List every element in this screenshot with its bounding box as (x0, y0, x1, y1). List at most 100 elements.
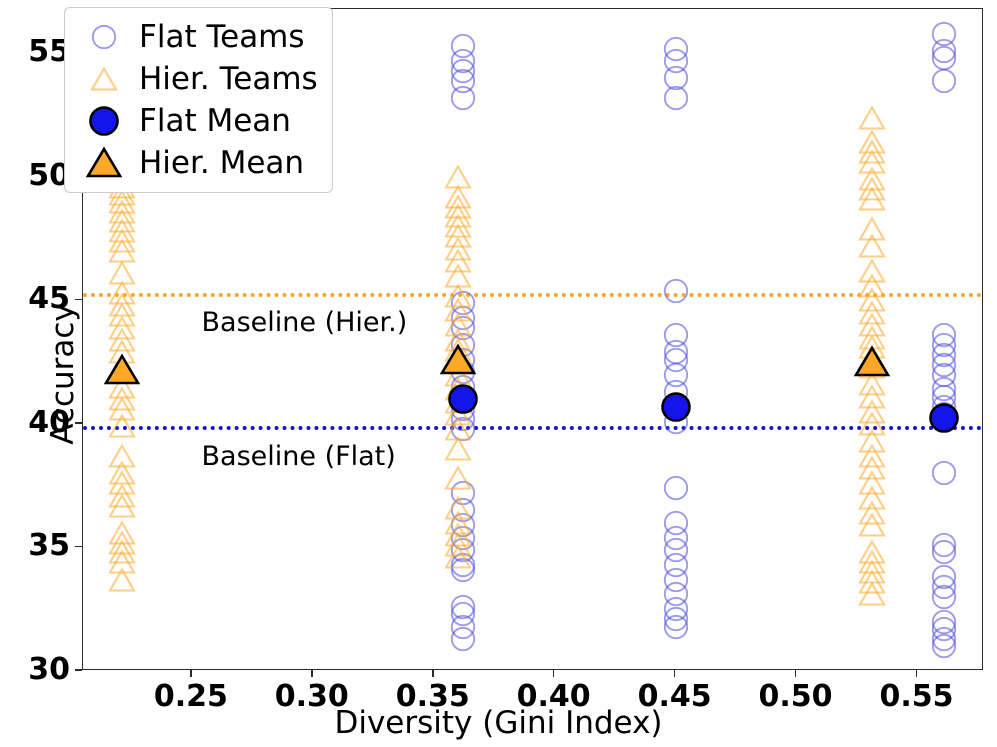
team-marker (931, 68, 957, 94)
team-marker (857, 216, 886, 242)
baseline-annotation: Baseline (Flat) (201, 440, 396, 472)
team-marker (450, 85, 476, 111)
team-marker (663, 606, 689, 632)
legend-item-flat-mean[interactable]: Flat Mean (75, 100, 318, 142)
team-marker (444, 389, 472, 415)
team-marker (444, 297, 472, 323)
team-marker (857, 334, 886, 360)
x-tick-mark (673, 670, 676, 677)
y-tick-label: 55 (28, 34, 70, 70)
team-marker (107, 470, 136, 496)
y-tick-label: 40 (28, 404, 70, 440)
team-marker (931, 574, 957, 600)
x-tick-mark (431, 670, 434, 677)
team-marker (450, 626, 476, 652)
x-tick-label: 0.55 (879, 679, 954, 714)
team-marker (931, 609, 957, 635)
team-marker (450, 480, 476, 506)
team-marker (107, 443, 136, 469)
team-marker (857, 455, 886, 481)
team-marker (857, 176, 886, 202)
team-marker (663, 552, 689, 578)
team-marker (107, 529, 136, 556)
team-marker (663, 581, 689, 607)
team-marker (444, 235, 472, 262)
team-marker (107, 460, 136, 486)
team-marker (663, 347, 689, 373)
team-marker (450, 552, 476, 578)
legend-item-flat-teams[interactable]: Flat Teams (75, 16, 318, 58)
team-marker (450, 525, 476, 551)
legend[interactable]: Flat Teams Hier. Teams Flat Mean Hier. Mean (64, 7, 333, 193)
x-tick-label: 0.40 (516, 679, 591, 714)
team-marker (450, 359, 476, 385)
team-marker (450, 594, 476, 620)
legend-marker-icon (75, 146, 133, 180)
team-marker (450, 315, 476, 341)
y-tick-label: 45 (28, 281, 70, 317)
team-marker (444, 312, 472, 338)
team-marker (107, 374, 136, 400)
team-marker (857, 549, 886, 575)
team-marker (444, 193, 472, 220)
legend-label: Flat Teams (139, 19, 305, 55)
team-marker (931, 532, 957, 558)
x-tick-label: 0.25 (153, 679, 228, 714)
team-marker (857, 312, 886, 338)
legend-item-hier-teams[interactable]: Hier. Teams (75, 58, 318, 100)
team-marker (663, 510, 689, 536)
team-marker (107, 302, 136, 328)
x-tick-mark (552, 670, 555, 677)
team-marker (444, 263, 472, 289)
y-tick-label: 30 (28, 652, 70, 687)
team-marker (663, 36, 689, 62)
team-marker (931, 460, 957, 486)
team-marker (857, 569, 886, 595)
legend-marker-icon (75, 24, 133, 50)
team-marker (663, 475, 689, 501)
x-tick-label: 0.50 (758, 679, 833, 714)
team-marker (857, 559, 886, 585)
team-marker (107, 539, 136, 565)
team-marker (444, 465, 472, 491)
y-tick-label: 35 (28, 528, 70, 564)
team-marker (444, 164, 472, 190)
team-marker (857, 428, 886, 454)
team-marker (663, 339, 689, 365)
team-marker (931, 21, 957, 47)
legend-label: Hier. Teams (139, 61, 318, 97)
team-marker (444, 544, 472, 570)
team-marker (857, 139, 886, 165)
team-marker (663, 394, 689, 420)
team-marker (450, 512, 476, 538)
team-marker (450, 305, 476, 331)
y-tick-mark (75, 422, 82, 424)
x-tick-mark (915, 670, 918, 677)
x-tick-mark (190, 670, 192, 677)
team-marker (444, 337, 472, 363)
team-marker (450, 374, 476, 400)
team-marker (663, 567, 689, 593)
team-marker (444, 203, 472, 229)
team-marker (663, 614, 689, 640)
team-marker (107, 198, 136, 225)
legend-label: Flat Mean (139, 103, 291, 139)
y-tick-mark (75, 669, 82, 671)
team-marker (107, 315, 136, 341)
team-marker (450, 557, 476, 583)
team-marker (450, 396, 476, 422)
team-marker (857, 500, 886, 526)
x-tick-label: 0.30 (274, 679, 349, 714)
team-marker (107, 327, 136, 353)
team-marker (857, 186, 886, 212)
team-marker (931, 584, 957, 610)
y-axis-label: Accuracy (44, 302, 81, 445)
team-marker (450, 68, 476, 94)
team-marker (857, 344, 886, 370)
team-marker (931, 342, 957, 368)
team-marker (931, 384, 957, 410)
team-marker (107, 520, 136, 546)
x-tick-mark (310, 670, 313, 677)
legend-item-hier-mean[interactable]: Hier. Mean (75, 142, 318, 184)
